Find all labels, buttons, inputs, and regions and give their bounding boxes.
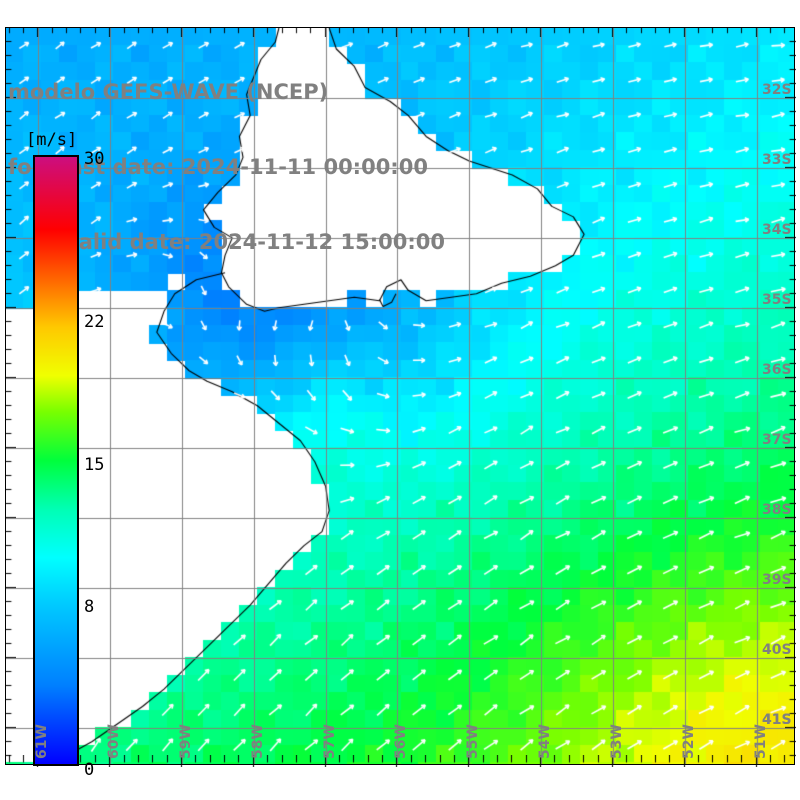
axis-ticks-bottom (5, 755, 795, 767)
lon-label-55W: 55W (465, 724, 482, 759)
colorbar-tick-0: 0 (84, 760, 95, 780)
lon-label-59W: 59W (177, 724, 194, 759)
colorbar-units-label: [m/s] (26, 130, 78, 150)
axis-ticks-left (5, 27, 16, 765)
lat-label-40S: 40S (762, 641, 792, 658)
lon-label-52W: 52W (680, 724, 697, 759)
lat-label-41S: 41S (762, 711, 792, 728)
lat-label-38S: 38S (762, 501, 792, 518)
graticule-gridlines (6, 28, 794, 764)
colorbar-gradient (33, 155, 79, 766)
lon-label-53W: 53W (608, 724, 625, 759)
lat-label-35S: 35S (762, 291, 792, 308)
lon-label-56W: 56W (393, 724, 410, 759)
colorbar-tick-15: 15 (84, 454, 105, 475)
axis-ticks-right (785, 27, 796, 765)
frame-tag: 41S (762, 711, 792, 728)
colorbar[interactable] (33, 155, 79, 766)
lat-label-39S: 39S (762, 571, 792, 588)
lat-label-32S: 32S (762, 81, 792, 98)
colorbar-tick-30: 30 (84, 149, 105, 169)
lon-label-60W: 60W (106, 724, 123, 759)
plot-frame (5, 27, 795, 765)
lat-label-33S: 33S (762, 151, 792, 168)
lat-label-36S: 36S (762, 361, 792, 378)
lon-label-57W: 57W (321, 724, 338, 759)
lon-label-58W: 58W (249, 724, 266, 759)
lon-label-61W: 61W (34, 724, 51, 759)
lat-label-34S: 34S (762, 221, 792, 238)
colorbar-tick-22: 22 (84, 311, 105, 332)
lat-label-37S: 37S (762, 431, 792, 448)
axis-ticks-top (5, 27, 795, 37)
lon-label-54W: 54W (537, 724, 554, 759)
colorbar-tick-8: 8 (84, 597, 95, 618)
lon-label-51W: 51W (752, 724, 769, 759)
